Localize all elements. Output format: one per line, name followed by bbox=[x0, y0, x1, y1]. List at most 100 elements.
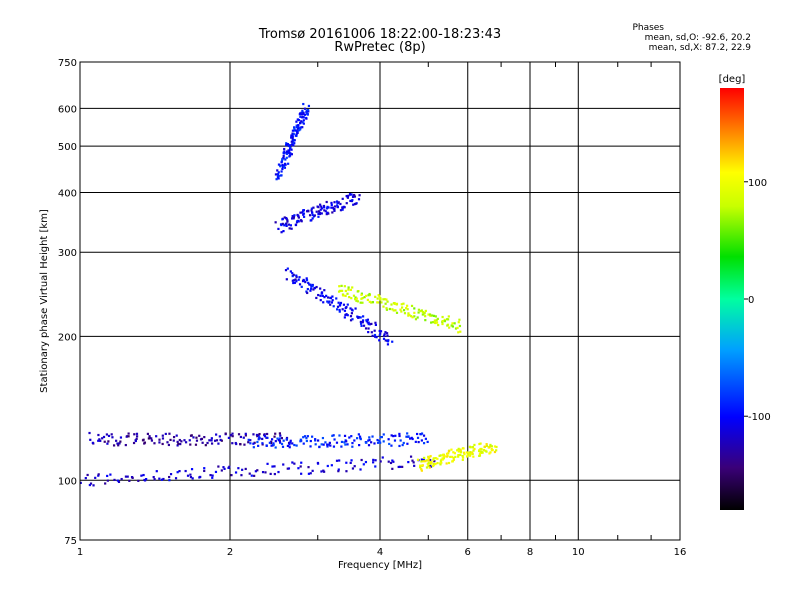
data-point bbox=[292, 273, 295, 276]
data-point bbox=[140, 474, 143, 477]
data-point bbox=[153, 478, 156, 481]
data-point bbox=[296, 127, 300, 130]
data-point bbox=[195, 439, 199, 442]
data-point bbox=[451, 460, 454, 463]
data-point bbox=[401, 465, 404, 468]
data-point bbox=[257, 438, 260, 441]
data-point bbox=[331, 211, 334, 214]
data-point bbox=[186, 474, 190, 477]
data-point bbox=[361, 319, 365, 322]
data-point bbox=[235, 442, 238, 446]
data-point bbox=[493, 450, 497, 454]
data-point bbox=[305, 109, 308, 112]
data-point bbox=[274, 432, 277, 435]
data-point bbox=[332, 445, 336, 448]
data-point bbox=[263, 435, 267, 438]
data-point bbox=[412, 461, 415, 464]
data-point bbox=[487, 446, 490, 449]
data-point bbox=[468, 454, 472, 457]
data-point bbox=[344, 443, 347, 446]
data-point bbox=[116, 442, 119, 445]
data-point bbox=[307, 472, 311, 475]
data-point bbox=[431, 314, 434, 317]
data-point bbox=[258, 432, 261, 436]
data-point bbox=[423, 311, 426, 314]
data-point bbox=[264, 471, 267, 474]
data-point bbox=[160, 478, 164, 481]
data-point bbox=[177, 442, 180, 445]
data-point bbox=[439, 459, 443, 462]
data-point bbox=[436, 317, 439, 320]
data-point bbox=[325, 294, 328, 297]
data-point bbox=[295, 124, 298, 127]
data-point bbox=[374, 323, 377, 326]
data-point bbox=[391, 467, 394, 470]
data-point bbox=[419, 466, 422, 469]
data-point bbox=[425, 466, 429, 469]
data-point bbox=[303, 107, 307, 110]
data-point bbox=[342, 205, 345, 208]
data-point bbox=[435, 319, 438, 322]
data-point bbox=[288, 144, 292, 147]
data-point bbox=[406, 442, 409, 445]
data-point bbox=[189, 475, 193, 479]
data-point bbox=[400, 306, 404, 309]
data-point bbox=[231, 442, 234, 445]
data-point bbox=[167, 443, 171, 447]
data-point bbox=[134, 439, 137, 442]
data-point bbox=[454, 455, 457, 459]
data-point bbox=[218, 435, 221, 438]
data-point bbox=[447, 452, 450, 455]
data-point bbox=[495, 449, 498, 452]
data-point bbox=[239, 443, 242, 446]
data-point bbox=[291, 461, 294, 464]
data-point bbox=[195, 436, 198, 439]
data-point bbox=[288, 446, 291, 449]
data-point bbox=[297, 124, 300, 127]
data-point bbox=[448, 326, 451, 329]
data-point bbox=[343, 285, 346, 288]
data-point bbox=[116, 479, 120, 482]
data-point bbox=[338, 434, 341, 437]
data-point bbox=[258, 436, 261, 439]
data-point bbox=[317, 439, 320, 442]
data-point bbox=[382, 305, 385, 308]
data-points bbox=[79, 102, 498, 487]
data-point bbox=[98, 438, 101, 441]
data-point bbox=[158, 441, 161, 444]
data-point bbox=[367, 444, 371, 447]
data-point bbox=[286, 467, 289, 470]
data-point bbox=[371, 301, 375, 304]
data-point bbox=[106, 442, 109, 445]
data-point bbox=[351, 195, 355, 198]
data-point bbox=[445, 455, 449, 458]
data-point bbox=[301, 109, 304, 112]
data-point bbox=[309, 219, 312, 222]
data-point bbox=[439, 463, 442, 466]
x-tick-label: 2 bbox=[227, 547, 233, 558]
data-point bbox=[401, 443, 404, 447]
data-point bbox=[390, 303, 393, 306]
data-point bbox=[224, 432, 227, 435]
data-point bbox=[211, 474, 214, 477]
data-point bbox=[290, 143, 294, 146]
data-point bbox=[372, 458, 375, 461]
data-point bbox=[147, 437, 150, 440]
data-point bbox=[459, 330, 462, 333]
data-point bbox=[300, 472, 303, 475]
data-point bbox=[155, 435, 158, 438]
data-point bbox=[416, 316, 419, 319]
data-point bbox=[368, 323, 372, 326]
data-point bbox=[370, 441, 373, 444]
data-point bbox=[443, 318, 446, 321]
data-point bbox=[413, 311, 416, 314]
data-point bbox=[337, 290, 341, 293]
data-point bbox=[441, 322, 444, 326]
data-point bbox=[338, 310, 341, 313]
data-point bbox=[314, 443, 317, 446]
data-point bbox=[168, 475, 171, 479]
data-point bbox=[336, 205, 339, 208]
data-point bbox=[213, 439, 217, 442]
data-point bbox=[244, 434, 247, 437]
data-point bbox=[89, 482, 93, 485]
